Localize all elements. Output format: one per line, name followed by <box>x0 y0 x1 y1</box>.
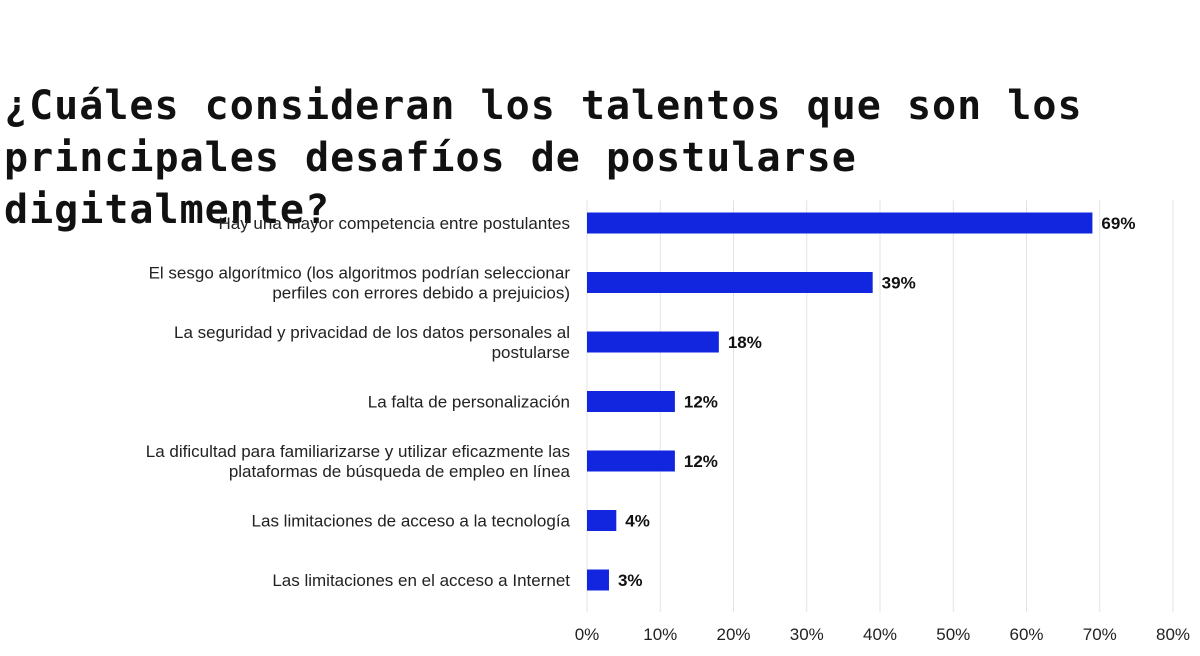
x-tick-label: 20% <box>716 625 750 644</box>
category-label: Las limitaciones de acceso a la tecnolog… <box>252 512 571 531</box>
x-tick-label: 30% <box>790 625 824 644</box>
x-tick-label: 60% <box>1009 625 1043 644</box>
value-labels: 69% 39% 18% 12% 12% 4% 3% <box>618 214 1135 590</box>
bar <box>587 331 719 353</box>
x-tick-label: 70% <box>1083 625 1117 644</box>
gridlines <box>586 200 1174 612</box>
bar <box>587 272 873 293</box>
category-label-line: La seguridad y privacidad de los datos p… <box>174 323 570 342</box>
category-label: La seguridad y privacidad de los datos p… <box>174 323 570 362</box>
bars <box>587 212 1093 591</box>
category-label-line: Las limitaciones en el acceso a Internet <box>272 571 570 590</box>
value-label: 18% <box>728 333 762 352</box>
category-label: El sesgo algorítmico (los algoritmos pod… <box>149 264 571 303</box>
x-tick-label: 0% <box>575 625 600 644</box>
category-label-line: postularse <box>492 343 570 362</box>
bar <box>587 391 675 412</box>
bar <box>587 510 617 531</box>
category-label-line: La falta de personalización <box>368 393 570 412</box>
category-label-line: plataformas de búsqueda de empleo en lín… <box>229 462 571 481</box>
category-label-line: Las limitaciones de acceso a la tecnolog… <box>252 512 571 531</box>
category-label-line: La dificultad para familiarizarse y util… <box>146 442 570 461</box>
bar <box>587 212 1093 234</box>
value-label: 69% <box>1101 214 1135 233</box>
value-label: 12% <box>684 452 718 471</box>
value-label: 4% <box>625 512 650 531</box>
category-label: Hay una mayor competencia entre postulan… <box>218 214 570 233</box>
category-labels: Hay una mayor competencia entre postulan… <box>146 214 571 590</box>
bar <box>587 450 675 472</box>
x-tick-label: 80% <box>1156 625 1190 644</box>
chart-title: ¿Cuáles consideran los talentos que son … <box>4 83 1083 233</box>
category-label-line: perfiles con errores debido a prejuicios… <box>272 284 570 303</box>
category-label: La dificultad para familiarizarse y util… <box>146 442 571 481</box>
x-axis-ticks: 0% 10% 20% 30% 40% 50% 60% 70% 80% <box>575 625 1190 644</box>
x-tick-label: 40% <box>863 625 897 644</box>
category-label-line: Hay una mayor competencia entre postulan… <box>218 214 570 233</box>
value-label: 39% <box>882 274 916 293</box>
value-label: 3% <box>618 571 643 590</box>
value-label: 12% <box>684 393 718 412</box>
x-tick-label: 10% <box>643 625 677 644</box>
category-label: Las limitaciones en el acceso a Internet <box>272 571 570 590</box>
category-label-line: El sesgo algorítmico (los algoritmos pod… <box>149 264 571 283</box>
x-tick-label: 50% <box>936 625 970 644</box>
bar <box>587 569 609 591</box>
category-label: La falta de personalización <box>368 393 570 412</box>
